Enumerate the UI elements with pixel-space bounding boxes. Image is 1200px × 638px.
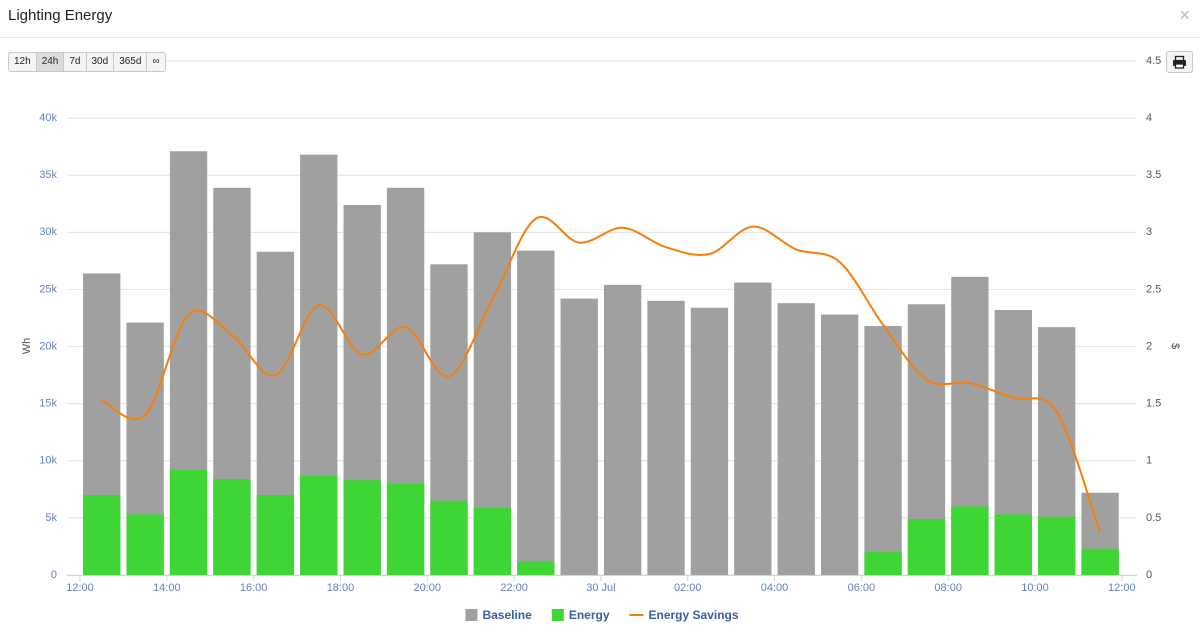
bar (1038, 516, 1076, 575)
x-tick-label: 14:00 (153, 582, 181, 594)
bar (734, 282, 772, 575)
range-button[interactable]: 24h (36, 53, 65, 71)
x-tick-label: 08:00 (934, 582, 962, 594)
bar (777, 303, 815, 575)
y2-tick-label: 2.5 (1146, 283, 1161, 295)
print-button[interactable] (1166, 51, 1193, 73)
y2-tick-label: 0 (1146, 569, 1152, 581)
range-button[interactable]: 365d (114, 53, 148, 71)
y-tick-label: 25k (39, 283, 57, 295)
range-button[interactable]: 7d (64, 53, 87, 71)
legend-swatch (551, 609, 564, 621)
bar (343, 480, 381, 575)
bar (907, 519, 946, 575)
bar (517, 561, 555, 575)
bar (864, 552, 902, 575)
bar (603, 284, 642, 575)
y2-tick-label: 3 (1146, 226, 1152, 238)
y-tick-label: 30k (39, 226, 57, 238)
y2-tick-label: 1 (1146, 455, 1152, 467)
y-tick-label: 20k (39, 340, 57, 352)
bar (300, 475, 338, 575)
legend-swatch (465, 609, 478, 621)
legend-label: Baseline (482, 608, 532, 622)
y2-tick-label: 4 (1146, 112, 1152, 124)
y-tick-label: 5k (45, 512, 57, 524)
x-tick-label: 18:00 (327, 582, 355, 594)
y-axis-title: Wh (21, 338, 33, 355)
modal-header: Lighting Energy × (0, 0, 1200, 38)
legend-label: Energy (569, 608, 610, 622)
range-button[interactable]: 30d (87, 53, 115, 71)
y2-tick-label: 3.5 (1146, 169, 1161, 181)
bar (820, 314, 859, 575)
x-tick-label: 02:00 (674, 582, 702, 594)
print-icon (1173, 55, 1186, 69)
bar (169, 469, 208, 575)
y-tick-label: 10k (39, 455, 57, 467)
x-tick-label: 16:00 (240, 582, 268, 594)
y2-tick-label: 4.5 (1146, 55, 1161, 67)
bar (213, 479, 251, 575)
bar (647, 300, 685, 575)
line (101, 215, 1102, 534)
y-tick-label: 35k (39, 169, 57, 181)
x-tick-label: 04:00 (761, 582, 789, 594)
range-selector: 12h 24h 7d 30d 365d ∞ (8, 52, 166, 72)
bar (864, 325, 902, 575)
bar (517, 250, 555, 575)
x-tick-label: 12:00 (1108, 582, 1136, 594)
bar (560, 298, 598, 575)
y-tick-label: 40k (39, 112, 57, 124)
y2-tick-label: 1.5 (1146, 398, 1161, 410)
x-tick-label: 10:00 (1021, 582, 1049, 594)
close-button[interactable]: × (1179, 5, 1190, 25)
y2-tick-label: 0.5 (1146, 512, 1161, 524)
bar (256, 495, 295, 575)
range-button[interactable]: 12h (9, 53, 37, 71)
bar (951, 506, 989, 575)
x-tick-label: 06:00 (848, 582, 876, 594)
legend: Baseline Energy Energy Savings (465, 608, 739, 622)
legend-label: Energy Savings (649, 608, 739, 622)
y2-axis-title: $ (1169, 343, 1181, 349)
x-tick-label: 12:00 (66, 582, 94, 594)
bar (994, 514, 1032, 575)
x-tick-label: 20:00 (414, 582, 442, 594)
bar (386, 483, 425, 575)
bar (473, 507, 512, 575)
y-tick-label: 15k (39, 398, 57, 410)
y-tick-label: 0 (51, 569, 57, 581)
y2-tick-label: 2 (1146, 340, 1152, 352)
bar (126, 514, 164, 575)
range-button[interactable]: ∞ (152, 56, 160, 67)
x-tick-label: 22:00 (500, 582, 528, 594)
x-tick-label: 30 Jul (586, 582, 615, 594)
bar (83, 495, 121, 575)
modal-title: Lighting Energy (8, 7, 113, 24)
bar (1081, 548, 1119, 575)
bar (690, 307, 729, 575)
bar (430, 500, 468, 575)
